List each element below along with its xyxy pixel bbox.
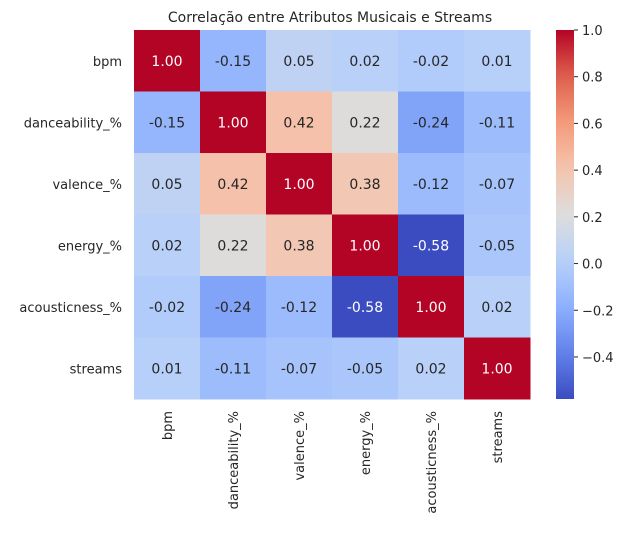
cell-value-label: 1.00 — [481, 361, 512, 377]
cell-value-label: -0.58 — [413, 238, 449, 254]
cell-value-label: 0.01 — [481, 54, 512, 70]
cell-value-label: 0.42 — [283, 115, 314, 131]
heatmap-cell — [464, 91, 531, 154]
heatmap-cell — [266, 153, 333, 215]
colorbar-tick-label: 0.0 — [582, 258, 603, 273]
cell-value-label: 0.02 — [415, 361, 446, 377]
heatmap-cell — [464, 153, 531, 215]
heatmap-cell — [398, 276, 465, 338]
chart-title: Correlação entre Atributos Musicais e St… — [168, 10, 492, 26]
cell-value-label: 0.02 — [349, 54, 380, 70]
heatmap-cell — [200, 276, 267, 338]
heatmap-cell — [398, 214, 465, 277]
colorbar: 1.0 0.8 0.6 0.4 0.2 0.0 −0.2 −0.4 — [556, 24, 614, 399]
heatmap-cell — [332, 276, 399, 338]
colorbar-tick-label: −0.2 — [582, 304, 614, 319]
heatmap-cell — [134, 30, 201, 92]
colorbar-gradient — [556, 30, 574, 399]
cell-value-label: -0.24 — [215, 300, 251, 316]
cell-value-label: 0.38 — [283, 238, 314, 254]
cell-value-label: 0.22 — [217, 238, 248, 254]
column-tick-label: energy_% — [359, 411, 374, 475]
colorbar-tick-label: 0.4 — [582, 164, 603, 179]
cell-value-label: 0.02 — [481, 300, 512, 316]
cell-value-label: 1.00 — [217, 115, 248, 131]
heatmap-cell — [200, 337, 267, 400]
heatmap-cells: 1.00 -0.15 0.05 0.02 -0.02 0.01 -0.15 1.00 0.42 0… — [134, 30, 531, 400]
cell-value-label: -0.02 — [413, 54, 449, 70]
heatmap-cell — [464, 30, 531, 92]
row-tick-label: bpm — [93, 55, 122, 70]
cell-value-label: -0.07 — [479, 177, 515, 193]
cell-value-label: -0.11 — [215, 361, 251, 377]
cell-value-label: -0.11 — [479, 115, 515, 131]
cell-value-label: 0.38 — [349, 177, 380, 193]
heatmap-cell — [266, 91, 333, 154]
row-tick-label: energy_% — [58, 239, 122, 254]
row-labels: bpm danceability_% valence_% energy_%acoust… — [19, 55, 122, 378]
heatmap-cell — [200, 153, 267, 215]
heatmap-cell — [332, 153, 399, 215]
row-tick-label: valence_% — [52, 178, 122, 193]
cell-value-label: -0.24 — [413, 115, 449, 131]
cell-value-label: 0.05 — [283, 54, 314, 70]
heatmap-cell — [200, 214, 267, 277]
cell-value-label: 0.22 — [349, 115, 380, 131]
column-tick-label: streams — [491, 411, 506, 464]
cell-value-label: 0.01 — [151, 361, 182, 377]
column-tick-label: bpm — [161, 411, 176, 440]
heatmap-cell — [398, 153, 465, 215]
cell-value-label: -0.02 — [149, 300, 185, 316]
cell-value-label: 0.02 — [151, 238, 182, 254]
heatmap-cell — [332, 30, 399, 92]
colorbar-tick-label: 1.0 — [582, 24, 603, 39]
heatmap-cell — [398, 30, 465, 92]
colorbar-tick-label: 0.8 — [582, 71, 603, 86]
column-labels: bpm danceability_% valence_% energy_% acoust… — [161, 411, 506, 514]
heatmap-cell — [464, 337, 531, 400]
heatmap-cell — [332, 337, 399, 400]
colorbar-tick-label: 0.2 — [582, 211, 603, 226]
heatmap-cell — [398, 337, 465, 400]
heatmap-cell — [134, 153, 201, 215]
heatmap-cell — [332, 214, 399, 277]
cell-value-label: 1.00 — [349, 238, 380, 254]
cell-value-label: -0.58 — [347, 300, 383, 316]
cell-value-label: -0.15 — [215, 54, 251, 70]
column-tick-label: danceability_% — [227, 411, 242, 509]
heatmap-cell — [200, 30, 267, 92]
cell-value-label: 0.05 — [151, 177, 182, 193]
column-tick-label: acousticness_% — [425, 411, 440, 514]
cell-value-label: -0.05 — [347, 361, 383, 377]
heatmap-cell — [332, 91, 399, 154]
cell-value-label: -0.15 — [149, 115, 185, 131]
heatmap-cell — [266, 337, 333, 400]
heatmap-cell — [134, 91, 201, 154]
column-tick-label: valence_% — [293, 411, 308, 481]
heatmap-cell — [464, 276, 531, 338]
heatmap-cell — [266, 30, 333, 92]
row-tick-label: streams — [70, 362, 123, 377]
row-tick-label: acousticness_% — [19, 301, 122, 316]
cell-value-label: -0.07 — [281, 361, 317, 377]
heatmap-cell — [134, 337, 201, 400]
cell-value-label: -0.12 — [413, 177, 449, 193]
colorbar-tick-label: −0.4 — [582, 351, 614, 366]
heatmap-cell — [134, 276, 201, 338]
heatmap-cell — [398, 91, 465, 154]
heatmap-cell — [134, 214, 201, 277]
cell-value-label: 0.42 — [217, 177, 248, 193]
cell-value-label: 1.00 — [283, 177, 314, 193]
heatmap-cell — [266, 214, 333, 277]
heatmap-cell — [266, 276, 333, 338]
row-tick-label: danceability_% — [24, 116, 122, 131]
cell-value-label: -0.05 — [479, 238, 515, 254]
heatmap-cell — [200, 91, 267, 154]
cell-value-label: 1.00 — [151, 54, 182, 70]
heatmap-cell — [464, 214, 531, 277]
cell-value-label: -0.12 — [281, 300, 317, 316]
cell-value-label: 1.00 — [415, 300, 446, 316]
colorbar-tick-label: 0.6 — [582, 117, 603, 132]
